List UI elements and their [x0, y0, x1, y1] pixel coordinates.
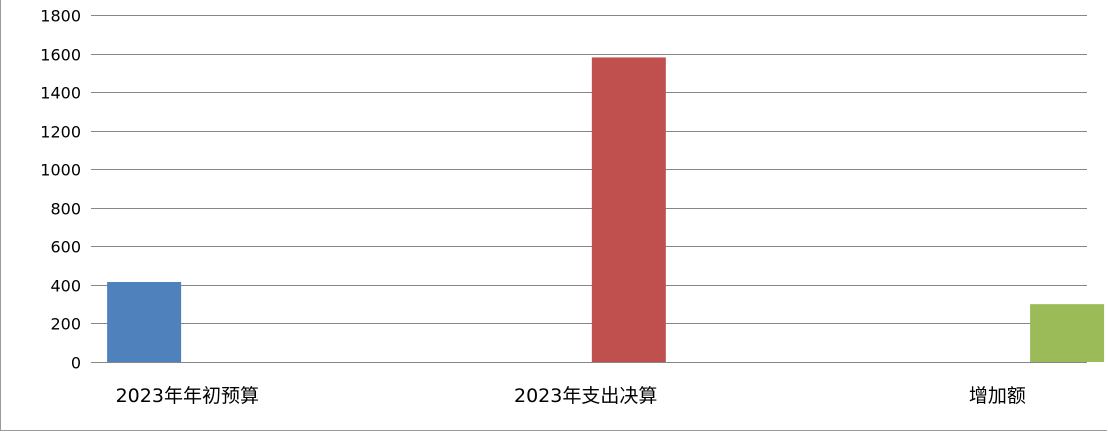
bar [1030, 304, 1105, 362]
x-category-label: 2023年年初预算 [116, 385, 259, 407]
gridlines [91, 15, 1087, 363]
bar [107, 281, 182, 362]
y-axis-tick-labels: 0 200 400 600 800 1000 1200 1400 1600 1800 [40, 7, 81, 373]
x-category-label: 2023年支出决算 [514, 385, 657, 407]
x-axis-category-labels: 2023年年初预算 2023年支出决算 增加额 [116, 385, 1026, 407]
y-tick-label: 1400 [40, 84, 81, 103]
y-tick-label: 1800 [40, 7, 81, 26]
y-tick-label: 1000 [40, 161, 81, 180]
y-tick-label: 1600 [40, 46, 81, 65]
x-category-label: 增加额 [969, 385, 1026, 407]
bars [107, 57, 1105, 363]
y-tick-label: 800 [50, 200, 81, 219]
y-tick-label: 400 [50, 277, 81, 296]
y-tick-label: 600 [50, 238, 81, 257]
y-tick-label: 200 [50, 315, 81, 334]
y-tick-label: 1200 [40, 123, 81, 142]
y-tick-label: 0 [71, 354, 81, 373]
bar [591, 57, 666, 363]
